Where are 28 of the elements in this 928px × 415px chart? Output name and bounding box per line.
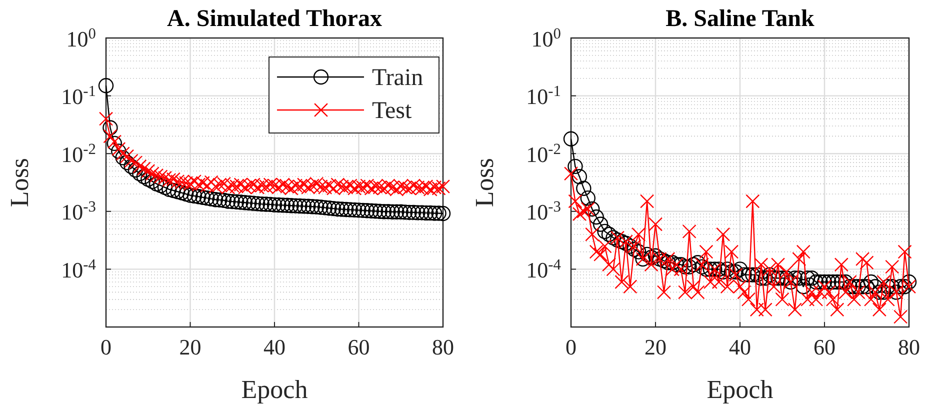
y-tick-label: 10$^{-1}$ bbox=[61, 82, 96, 110]
x-tick-label: 20 bbox=[179, 334, 202, 360]
x-tick-label: 20 bbox=[644, 334, 666, 360]
y-tick-label: 10$^{0}$ bbox=[531, 24, 562, 52]
y-tick-label: 10$^{-1}$ bbox=[526, 82, 561, 110]
y-axis-title: Loss bbox=[5, 158, 34, 208]
y-tick-label: 10$^{0}$ bbox=[66, 24, 96, 52]
y-tick-label: 10$^{-4}$ bbox=[61, 256, 96, 282]
y-axis-title: Loss bbox=[470, 158, 499, 208]
x-tick-label: 60 bbox=[814, 334, 836, 360]
y-tick-label: 10$^{-3}$ bbox=[526, 198, 562, 225]
y-tick-label: 10$^{-3}$ bbox=[61, 198, 96, 225]
y-tick-label: 10$^{-2}$ bbox=[61, 140, 96, 167]
x-axis-title: Epoch bbox=[706, 375, 774, 404]
y-tick-label: 10$^{-4}$ bbox=[526, 256, 562, 282]
legend-label: Test bbox=[372, 98, 412, 124]
x-tick-label: 40 bbox=[264, 334, 286, 360]
chart-title: A. Simulated Thorax bbox=[167, 6, 382, 32]
x-tick-label: 60 bbox=[348, 334, 370, 360]
legend-label: Train bbox=[372, 65, 424, 91]
x-axis-title: Epoch bbox=[241, 375, 308, 404]
chart-title: B. Saline Tank bbox=[666, 6, 816, 32]
y-tick-label: 10$^{-2}$ bbox=[526, 140, 561, 167]
x-tick-label: 0 bbox=[100, 334, 112, 360]
x-tick-label: 0 bbox=[566, 334, 576, 360]
x-tick-label: 80 bbox=[432, 334, 454, 360]
x-tick-label: 40 bbox=[729, 334, 751, 360]
x-tick-label: 80 bbox=[898, 334, 920, 360]
